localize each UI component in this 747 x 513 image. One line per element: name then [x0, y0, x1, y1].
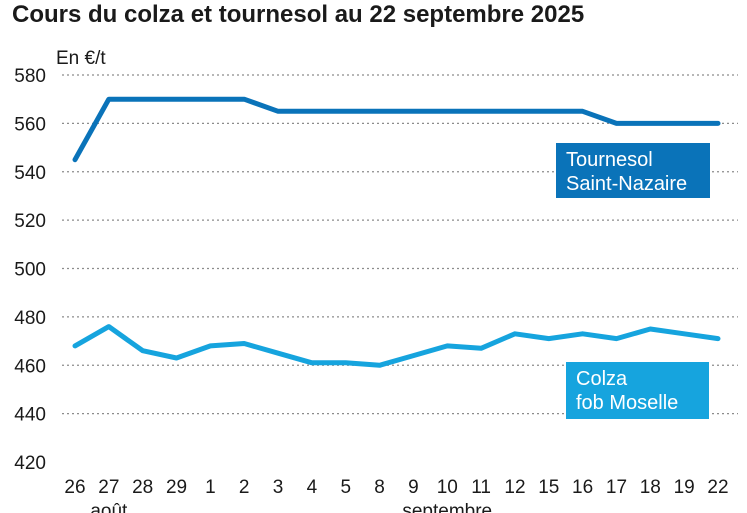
series-label-text: Saint-Nazaire [566, 173, 687, 195]
x-tick-label: 22 [707, 477, 728, 498]
y-tick-label: 440 [14, 405, 46, 426]
y-axis-ticks: 420 440 460 480 500 520 540 560 580 [14, 66, 46, 474]
x-tick-label: 9 [408, 477, 419, 498]
month-labels: août septembre [90, 501, 492, 513]
series-lines [72, 96, 721, 368]
x-tick-label: 5 [340, 477, 351, 498]
x-tick-label: 10 [437, 477, 458, 498]
x-tick-label: 15 [538, 477, 559, 498]
x-tick-label: 19 [674, 477, 695, 498]
x-tick-label: 26 [64, 477, 85, 498]
y-tick-label: 480 [14, 308, 46, 329]
month-label: août [90, 501, 128, 513]
x-axis-ticks: 26 27 28 29 1 2 3 4 5 8 9 10 11 12 15 16 17 18 19 22 [64, 477, 728, 498]
x-tick-label: 8 [374, 477, 385, 498]
x-tick-label: 28 [132, 477, 153, 498]
y-tick-label: 420 [14, 453, 46, 474]
y-tick-label: 520 [14, 211, 46, 232]
y-tick-label: 580 [14, 66, 46, 87]
series-line-0 [72, 96, 721, 163]
x-tick-label: 4 [307, 477, 318, 498]
chart-title: Cours du colza et tournesol au 22 septem… [12, 1, 584, 28]
series-label-box [566, 362, 709, 419]
x-tick-label: 29 [166, 477, 187, 498]
x-tick-label: 16 [572, 477, 593, 498]
series-label-box [556, 143, 710, 198]
y-tick-label: 560 [14, 114, 46, 135]
x-tick-label: 1 [205, 477, 216, 498]
x-tick-label: 12 [504, 477, 525, 498]
series-label-text: Colza [576, 368, 628, 390]
x-tick-label: 18 [640, 477, 661, 498]
series-line-1 [72, 324, 721, 368]
x-tick-label: 27 [98, 477, 119, 498]
x-tick-label: 2 [239, 477, 250, 498]
x-tick-label: 3 [273, 477, 284, 498]
y-axis-unit: En €/t [56, 48, 106, 69]
month-label: septembre [402, 501, 492, 513]
y-tick-label: 500 [14, 260, 46, 281]
x-tick-label: 17 [606, 477, 627, 498]
y-tick-label: 540 [14, 163, 46, 184]
x-tick-label: 11 [471, 477, 491, 498]
y-tick-label: 460 [14, 356, 46, 377]
series-label-text: Tournesol [566, 149, 653, 171]
series-label-text: fob Moselle [576, 392, 678, 414]
